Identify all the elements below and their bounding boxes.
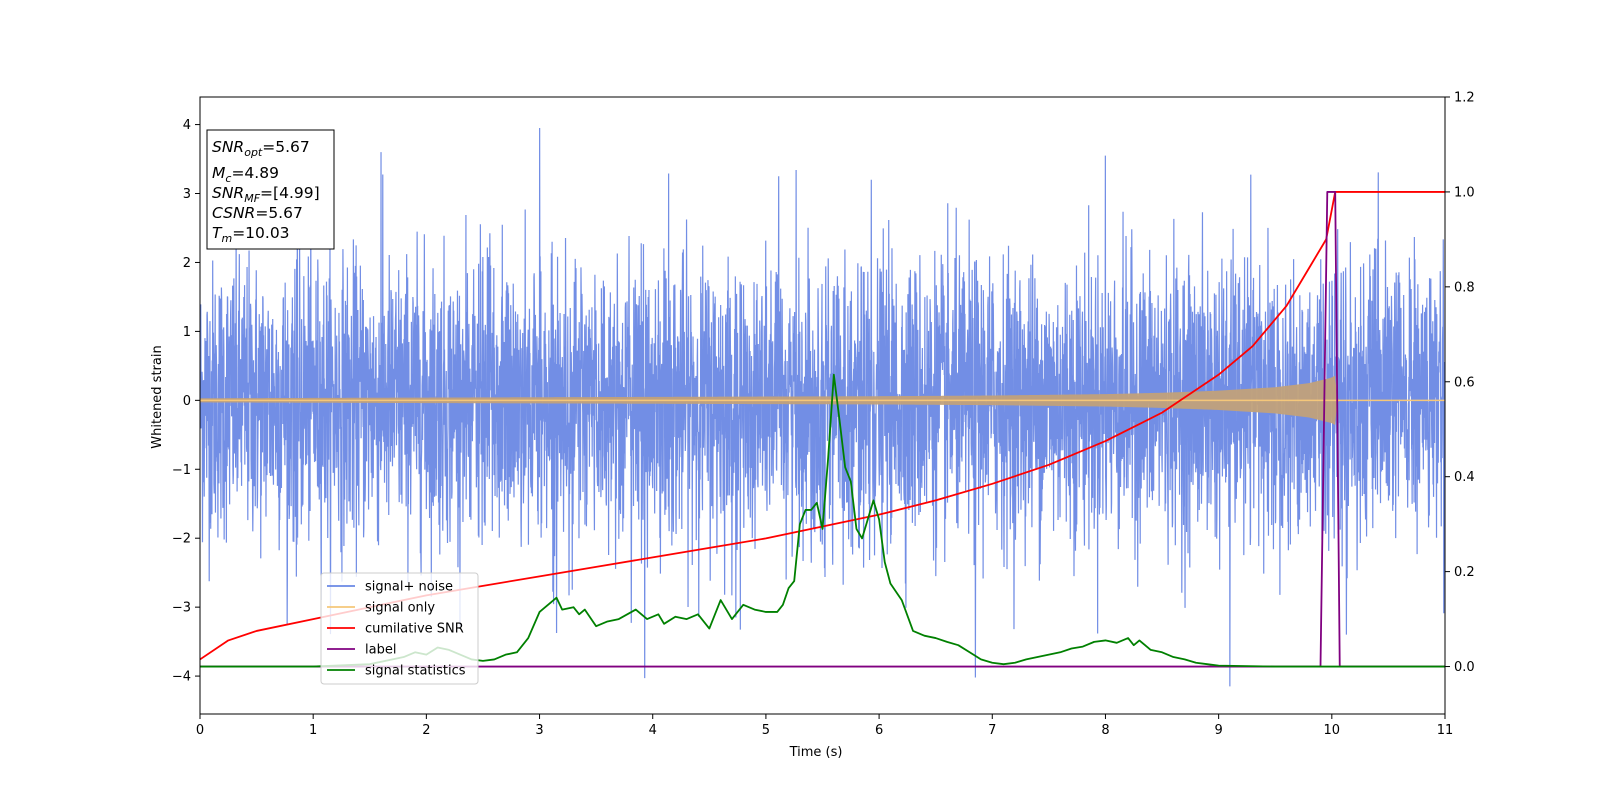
y2-tick-label: 0.8 (1454, 280, 1475, 295)
y2-tick-label: 0.0 (1454, 660, 1475, 675)
y-axis-label: Whitened strain (150, 345, 165, 448)
axes-frame (199, 96, 1446, 715)
x-axis-label: Time (s) (789, 745, 843, 760)
legend-label: signal+ noise (365, 580, 453, 595)
annotation-tm: Tm=10.03 (212, 224, 290, 245)
y-tick-label: −4 (172, 670, 191, 685)
annotation-snr-opt: SNRopt=5.67 (212, 138, 310, 159)
info-box-frame (206, 129, 335, 250)
x-tick-label: 1 (309, 723, 317, 738)
x-tick-label: 7 (988, 723, 996, 738)
y-tick-label: −1 (172, 463, 191, 478)
legend-label: label (365, 643, 396, 658)
x-tick-label: 0 (196, 723, 204, 738)
x-tick-label: 8 (1101, 723, 1109, 738)
y-tick-label: −2 (172, 532, 191, 547)
y2-tick-label: 0.4 (1454, 470, 1475, 485)
y-tick-label: 4 (183, 118, 191, 133)
legend-label: signal only (365, 601, 435, 616)
y-tick-label: 1 (183, 325, 191, 340)
y2-tick-label: 0.6 (1454, 375, 1475, 390)
annotation-mc: Mc=4.89 (212, 164, 279, 185)
legend-frame (320, 572, 479, 685)
x-tick-label: 10 (1324, 723, 1341, 738)
x-tick-label: 9 (1214, 723, 1222, 738)
annotation-snr-mf: SNRMF=[4.99] (212, 184, 320, 205)
x-tick-label: 4 (649, 723, 657, 738)
legend-label: cumilative SNR (365, 622, 464, 637)
legend: signal+ noise signal only cumilative SNR la… (320, 572, 479, 685)
y2-tick-label: 1.2 (1454, 91, 1475, 106)
y2-tick-label: 0.2 (1454, 565, 1475, 580)
x-tick-label: 6 (875, 723, 883, 738)
x-tick-label: 3 (535, 723, 543, 738)
y-tick-label: −3 (172, 601, 191, 616)
signal-statistics-line (200, 373, 1445, 668)
y2-tick-label: 1.0 (1454, 185, 1475, 200)
annotation-csnr: CSNR=5.67 (212, 204, 303, 222)
y-tick-label: 3 (183, 187, 191, 202)
axes: 0 1 2 3 4 5 6 7 8 9 10 11 −4 −3 −2 −1 0 1 2 3 4 0.0 0.2 0.4 0.6 0… (172, 91, 1475, 739)
y-tick-label: 2 (183, 256, 191, 271)
x-tick-label: 11 (1437, 723, 1454, 738)
y-tick-label: 0 (183, 394, 191, 409)
x-tick-label: 5 (762, 723, 770, 738)
legend-label: signal statistics (365, 664, 466, 679)
x-tick-label: 2 (422, 723, 430, 738)
